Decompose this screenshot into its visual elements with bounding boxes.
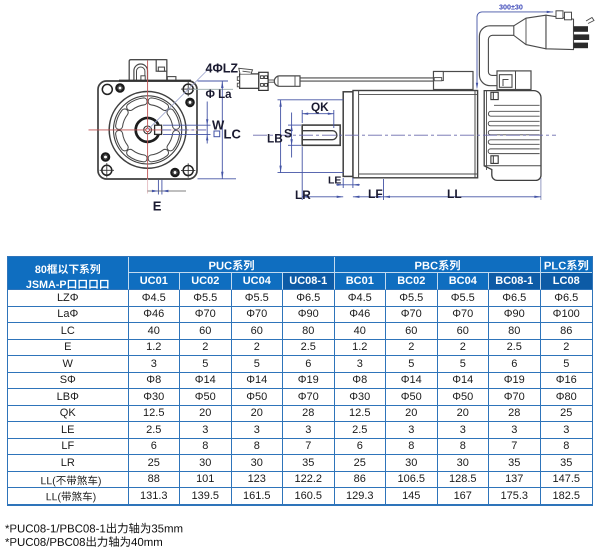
svg-text:Φ La: Φ La	[206, 89, 233, 101]
svg-text:E: E	[153, 199, 162, 214]
svg-text:W: W	[212, 118, 225, 133]
svg-text:LE: LE	[328, 175, 341, 187]
svg-text:4ΦLZ: 4ΦLZ	[206, 62, 239, 76]
svg-text:S: S	[284, 127, 292, 141]
svg-text:LB: LB	[267, 132, 283, 146]
svg-text:LR: LR	[295, 188, 311, 202]
svg-text:LC: LC	[224, 127, 242, 142]
svg-text:LL: LL	[447, 187, 462, 201]
svg-text:LF: LF	[368, 187, 383, 201]
svg-text:300±30: 300±30	[499, 3, 523, 12]
svg-text:QK: QK	[311, 100, 329, 114]
